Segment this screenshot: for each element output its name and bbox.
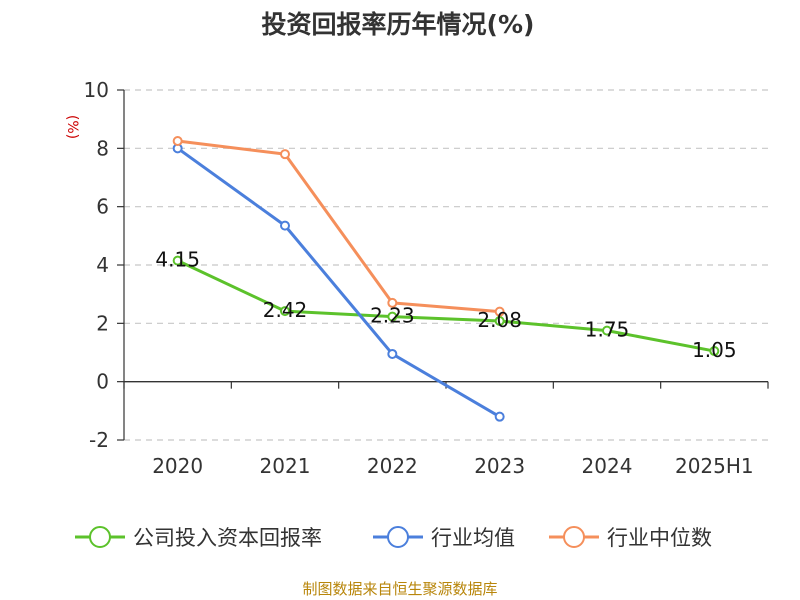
y-tick-label: 2 [96,311,109,335]
data-point [280,306,290,317]
y-tick-labels: -2 0 2 4 6 8 10 [84,78,109,452]
data-point [387,348,398,359]
data-point [494,316,505,326]
data-point [494,306,505,317]
legend-swatch-marker [563,526,585,548]
x-tick-label: 2021 [260,454,311,478]
grid-lines [124,89,768,441]
chart-title: 投资回报率历年情况(%) [262,10,535,39]
legend-swatch-marker [89,526,111,548]
data-label: 1.75 [585,318,630,342]
x-tick-label: 2022 [367,454,418,478]
x-tick-label: 2024 [582,454,633,478]
x-tick-label: 2025H1 [675,454,754,478]
data-point [387,297,398,308]
data-point [602,325,612,336]
y-tick-label: 8 [96,136,109,160]
data-labels: 4.15 2.42 2.23 2.08 1.75 1.05 [155,248,736,362]
y-axis-unit: (%) [64,115,80,139]
source-note: 制图数据来自恒生聚源数据库 [302,580,497,598]
y-tick-label: 4 [96,253,109,277]
x-tick-label: 2023 [474,454,525,478]
series-line-0 [177,259,715,353]
data-label: 2.42 [263,298,308,322]
data-label: 4.15 [155,248,200,272]
data-point [709,346,720,357]
legend-label: 行业均值 [431,526,515,550]
legend: 公司投入资本回报率 行业均值 行业中位数 [75,526,712,550]
data-point [280,149,290,160]
data-point [172,255,183,266]
data-point [387,311,398,322]
data-label: 2.08 [477,308,522,332]
y-tick-label: -2 [89,428,109,452]
data-point [172,136,183,147]
data-point [280,220,290,231]
x-tick-label: 2020 [152,454,203,478]
y-tick-label: 6 [96,195,109,219]
data-point [494,411,505,422]
y-tick-label: 0 [96,370,109,394]
x-tick-labels: 2020 2021 2022 2023 2024 2025H1 [152,454,753,478]
data-label: 1.05 [692,338,737,362]
series-layer [172,136,720,422]
legend-label: 行业中位数 [607,526,712,550]
legend-swatch-marker [387,526,409,548]
legend-label: 公司投入资本回报率 [133,526,322,550]
data-label: 2.23 [370,304,415,328]
series-line-2 [177,139,500,314]
y-tick-label: 10 [84,78,109,102]
series-line-1 [176,147,501,418]
axes [117,89,769,441]
